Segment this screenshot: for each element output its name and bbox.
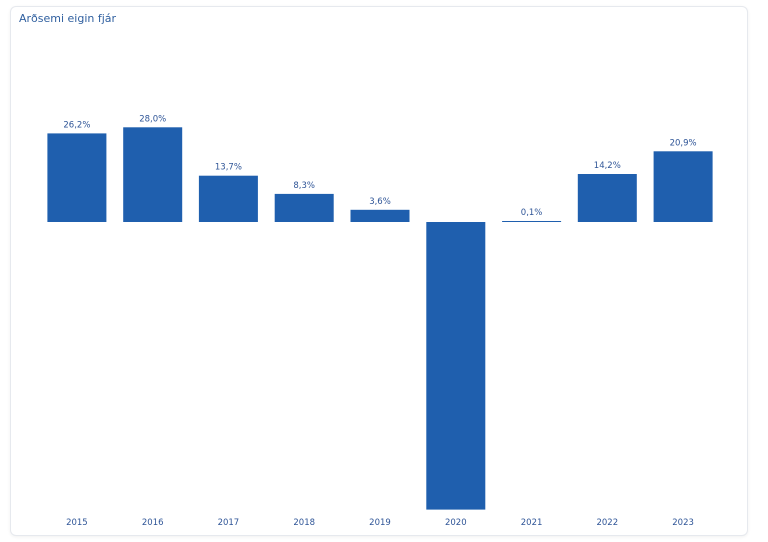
bar-chart: 26,2% 2015 28,0% 2016 13,7% 2017 8,3% 2018 3,6% 2…	[47, 114, 713, 528]
bar-2017[interactable]	[198, 175, 258, 222]
chart-card: Arðsemi eigin fjár 26,2% 2015 28,0% 2016 13,…	[10, 6, 748, 536]
value-label-2022: 14,2%	[594, 161, 621, 171]
value-label-2017: 13,7%	[215, 163, 242, 173]
category-label-2016: 2016	[142, 518, 164, 528]
value-label-2016: 28,0%	[139, 114, 166, 124]
category-label-2023: 2023	[672, 518, 694, 528]
category-label-2017: 2017	[218, 518, 240, 528]
category-label-2015: 2015	[66, 518, 88, 528]
bar-2023[interactable]	[653, 151, 713, 222]
value-label-2018: 8,3%	[293, 181, 315, 191]
bar-2015[interactable]	[47, 133, 107, 222]
value-label-2021: 0,1%	[521, 208, 543, 218]
category-label-2019: 2019	[369, 518, 391, 528]
value-label-2019: 3,6%	[369, 197, 391, 207]
chart-title: Arðsemi eigin fjár	[19, 12, 117, 25]
category-label-2022: 2022	[596, 518, 618, 528]
category-label-2021: 2021	[521, 518, 543, 528]
bar-2016[interactable]	[123, 127, 183, 222]
bar-2018[interactable]	[274, 193, 334, 222]
bar-2021[interactable]	[502, 221, 562, 222]
bar-2022[interactable]	[577, 174, 637, 222]
bar-2020[interactable]	[426, 222, 486, 510]
category-label-2020: 2020	[445, 518, 467, 528]
value-label-2023: 20,9%	[670, 138, 697, 148]
category-label-2018: 2018	[293, 518, 315, 528]
value-label-2015: 26,2%	[63, 120, 90, 130]
bar-2019[interactable]	[350, 209, 410, 222]
